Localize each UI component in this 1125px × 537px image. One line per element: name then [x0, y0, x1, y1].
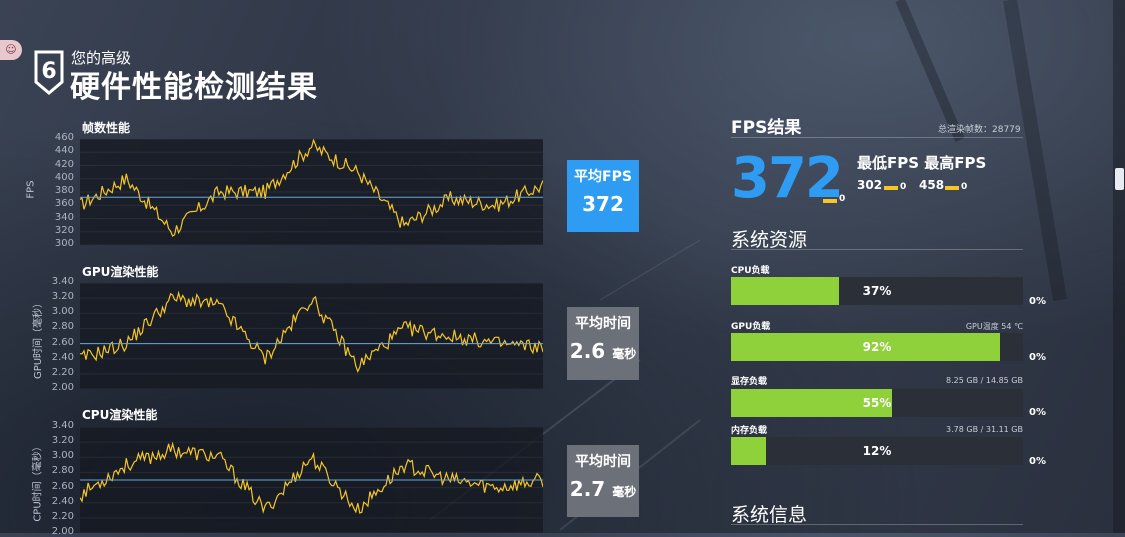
- user-badge-icon[interactable]: ☺: [0, 40, 22, 60]
- vram-usage: 8.25 GB / 14.85 GB: [946, 376, 1023, 385]
- vram-load-fill: [731, 389, 892, 417]
- y-tick-label: 2.40: [51, 351, 74, 363]
- gpu-load-fill: [731, 333, 1000, 361]
- y-tick-label: 2.20: [51, 366, 74, 378]
- min-fps-mini-bar: [884, 186, 898, 190]
- cpu-average-unit: 毫秒: [612, 485, 637, 499]
- y-tick-label: 3.20: [51, 291, 74, 303]
- series-line: [80, 441, 543, 515]
- fps-average-label: 平均FPS: [574, 169, 632, 185]
- y-tick-label: 320: [54, 224, 74, 236]
- ram-load-side-value: 0%: [1029, 456, 1046, 467]
- vram-load-side-value: 0%: [1029, 407, 1046, 418]
- fps-result-title: FPS结果: [731, 118, 802, 138]
- fps-chart-title: 帧数性能: [82, 121, 131, 135]
- cpu-load-percent: 37%: [862, 284, 892, 298]
- y-tick-label: 3.00: [51, 450, 74, 462]
- series-line: [80, 139, 543, 237]
- vram-load-bar: 55%: [731, 389, 1023, 417]
- cpu-average-label: 平均时间: [575, 454, 631, 470]
- system-resources-title: 系统资源: [731, 229, 808, 251]
- min-fps-sub: 0: [900, 182, 907, 192]
- y-tick-label: 2.60: [51, 480, 74, 492]
- min-fps-value: 302: [857, 178, 883, 192]
- y-tick-label: 3.20: [51, 435, 74, 447]
- cpu-chart-ylabel: CPU时间（毫秒）: [32, 441, 44, 522]
- gpu-average-value: 2.6: [569, 339, 606, 363]
- gpu-chart-plot: [80, 283, 543, 389]
- gpu-load-label: GPU负载: [731, 322, 771, 332]
- cpu-load-fill: [731, 277, 840, 305]
- y-tick-label: 300: [54, 238, 74, 249]
- y-tick-label: 2.40: [51, 495, 74, 507]
- gpu-load-side-value: 0%: [1029, 352, 1046, 363]
- ram-load-percent: 12%: [862, 444, 892, 458]
- vram-load-percent: 55%: [862, 396, 892, 410]
- ram-load-fill: [731, 437, 767, 465]
- cpu-load-label: CPU负载: [731, 266, 770, 276]
- max-fps-sub: 0: [961, 182, 968, 192]
- y-tick-label: 340: [54, 211, 74, 223]
- y-tick-label: 420: [54, 158, 74, 170]
- gpu-average-box: 平均时间 2.6 毫秒: [567, 307, 639, 380]
- y-tick-label: 2.80: [51, 321, 74, 333]
- ram-load-label: 内存负载: [731, 426, 768, 436]
- gpu-average-unit: 毫秒: [612, 347, 637, 361]
- gpu-load-percent: 92%: [862, 340, 892, 354]
- gpu-load-bar: 92%: [731, 333, 1023, 361]
- gpu-line-chart: [80, 283, 543, 389]
- y-tick-label: 440: [54, 145, 74, 157]
- y-tick-label: 3.40: [51, 420, 74, 431]
- cpu-line-chart: [80, 427, 543, 533]
- level-number: 6: [41, 59, 56, 84]
- average-fps-sub: 0: [839, 194, 846, 204]
- cpu-chart-plot: [80, 427, 543, 533]
- fps-average-box: 平均FPS 372: [567, 160, 639, 232]
- y-tick-label: 2.00: [51, 382, 74, 393]
- cpu-average-box: 平均时间 2.7 毫秒: [567, 445, 639, 517]
- gpu-temperature: GPU温度 54 ℃: [965, 322, 1023, 331]
- cpu-chart-title: CPU渲染性能: [82, 408, 158, 422]
- cpu-load-bar: 37%: [731, 277, 1023, 305]
- y-tick-label: 2.20: [51, 510, 74, 522]
- series-line: [80, 290, 543, 373]
- cpu-load-side-value: 0%: [1029, 296, 1046, 307]
- gpu-average-label: 平均时间: [575, 316, 631, 332]
- y-tick-label: 360: [54, 198, 74, 210]
- level-shield-icon: 6: [34, 50, 64, 95]
- gpu-chart-title: GPU渲染性能: [82, 265, 159, 279]
- y-tick-label: 400: [54, 171, 74, 183]
- y-tick-label: 2.00: [51, 526, 74, 537]
- divider: [731, 137, 1023, 138]
- header-subtitle: 您的高级: [71, 49, 132, 67]
- max-fps-value: 458: [919, 178, 945, 192]
- divider: [731, 249, 1023, 250]
- gpu-chart-ylabel: GPU时间（毫秒）: [33, 297, 45, 380]
- ram-usage: 3.78 GB / 31.11 GB: [946, 425, 1023, 434]
- total-frames: 总渲染帧数：28779: [938, 125, 1021, 135]
- y-tick-label: 460: [54, 132, 74, 143]
- y-tick-label: 3.40: [51, 276, 74, 287]
- divider: [731, 524, 1023, 525]
- max-fps-mini-bar: [945, 186, 959, 190]
- cpu-average-value: 2.7: [569, 477, 606, 501]
- y-tick-label: 2.60: [51, 336, 74, 348]
- y-tick-label: 380: [54, 185, 74, 196]
- fps-line-chart: [80, 139, 543, 245]
- ram-load-bar: 12%: [731, 437, 1023, 465]
- system-info-title: 系统信息: [731, 504, 808, 526]
- fps-chart-plot: [80, 139, 543, 245]
- y-tick-label: 2.80: [51, 465, 74, 477]
- fps-average-value: 372: [582, 192, 624, 216]
- fps-chart-ylabel: FPS: [25, 180, 37, 199]
- vram-load-label: 显存负载: [731, 377, 768, 387]
- page-title: 硬件性能检测结果: [70, 70, 318, 105]
- scrollbar-thumb[interactable]: [1115, 168, 1124, 190]
- min-max-fps-label: 最低FPS 最高FPS: [857, 154, 987, 172]
- average-fps-mini-bar: [823, 199, 837, 203]
- y-tick-label: 3.00: [51, 306, 74, 318]
- scrollbar-track[interactable]: [1113, 0, 1125, 533]
